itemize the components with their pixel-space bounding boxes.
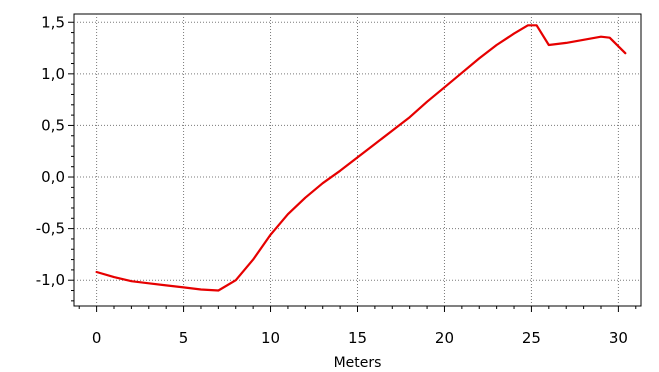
x-tick-label: 10 xyxy=(261,329,280,347)
y-tick-label: 0,0 xyxy=(41,168,65,186)
grid xyxy=(74,14,641,306)
x-axis-title: Meters xyxy=(334,355,382,371)
x-tick-label: 25 xyxy=(522,329,541,347)
labels: 0 5 10 15 20 25 30 -1,0 -0,5 0,0 0,5 1,0 1,5 xyxy=(36,13,628,347)
x-tick-label: 15 xyxy=(348,329,367,347)
y-tick-label: -0,5 xyxy=(36,220,65,238)
axes xyxy=(68,21,637,312)
plot-area xyxy=(73,13,642,307)
y-tick-label: 1,5 xyxy=(41,13,65,31)
x-tick-label: 30 xyxy=(609,329,628,347)
y-tick-label: -1,0 xyxy=(36,271,65,289)
x-tick-label: 0 xyxy=(92,329,102,347)
series-line xyxy=(95,24,627,292)
series-layer xyxy=(95,24,627,292)
x-tick-label: 5 xyxy=(179,329,189,347)
x-tick-label: 20 xyxy=(435,329,454,347)
y-tick-label: 0,5 xyxy=(41,116,65,134)
y-tick-label: 1,0 xyxy=(41,65,65,83)
